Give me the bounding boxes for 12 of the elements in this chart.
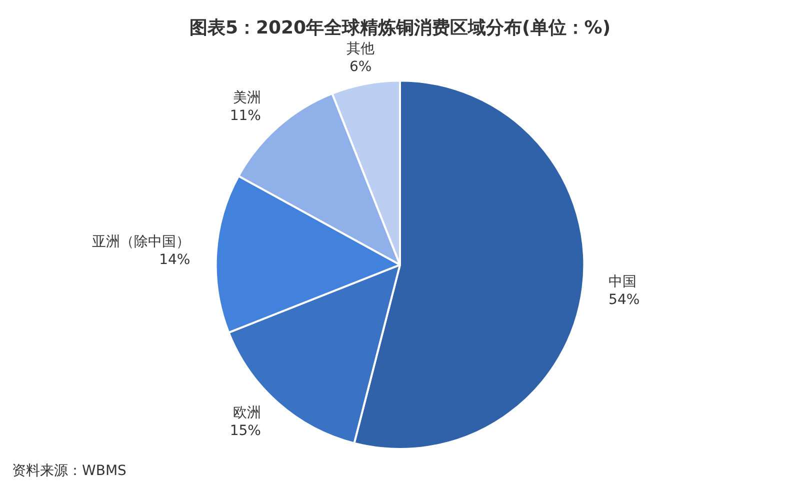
slice-label: 中国 [608,274,637,290]
slice-label: 欧洲 [232,405,261,422]
data-label: 11% [230,108,261,124]
slice-label: 其他 [346,40,375,57]
text: 资料来源：WBMS [12,462,126,480]
data-label: 54% [608,292,640,308]
chart-title: 图表5：2020年全球精炼铜消费区域分布(单位：%) [189,17,611,38]
slice-label: 亚洲（除中国） [92,234,190,250]
data-label: 15% [230,423,261,440]
slice-label: 美洲 [232,90,261,106]
data-label: 14% [159,252,190,268]
data-label: 6% [350,58,372,75]
